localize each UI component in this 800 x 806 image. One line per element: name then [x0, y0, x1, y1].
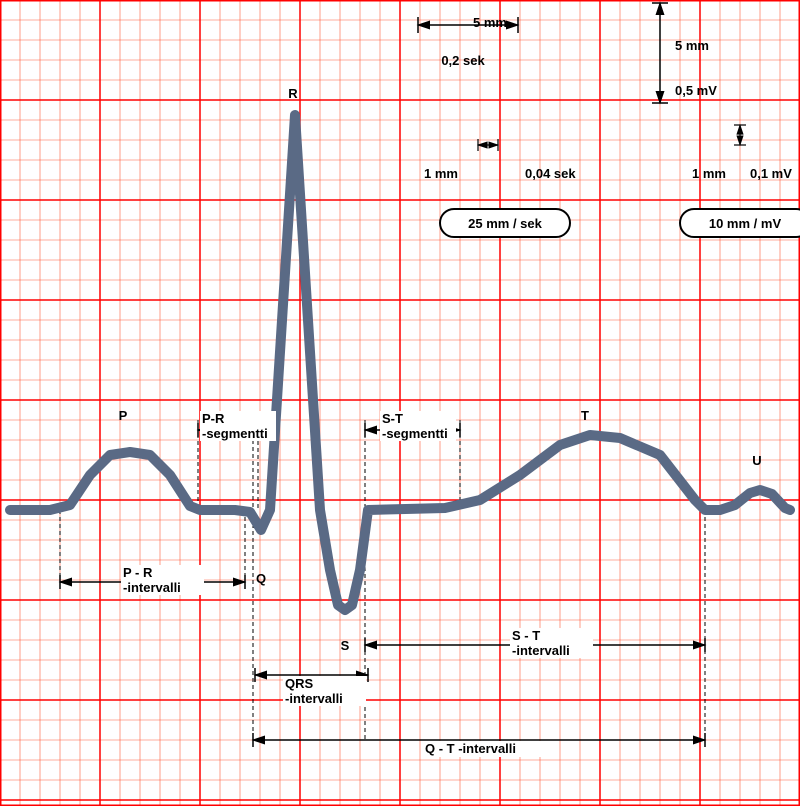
scale-annotations: 5 mm 0,2 sek 1 mm 0,04 sek 5 mm 0,5 mV 1 mm 0,1…: [418, 3, 792, 181]
scale-v-5mm: 5 mm: [675, 38, 709, 53]
svg-text:S - T: S - T: [512, 628, 540, 643]
scale-v-volt: 0,5 mV: [675, 83, 717, 98]
wave-label-r: R: [288, 86, 298, 101]
wave-label-t: T: [581, 408, 589, 423]
wave-label-s: S: [341, 638, 350, 653]
svg-text:-segmentti: -segmentti: [382, 426, 448, 441]
scale-v-1mm: 1 mm: [692, 166, 726, 181]
wave-label-p: P: [119, 408, 128, 423]
svg-text:P-R: P-R: [202, 411, 225, 426]
svg-text:25 mm / sek: 25 mm / sek: [468, 216, 542, 231]
interval-st_seg: S-T-segmentti: [365, 411, 460, 441]
svg-text:10 mm / mV: 10 mm / mV: [709, 216, 782, 231]
svg-text:P - R: P - R: [123, 565, 153, 580]
scale-h-smalltime: 0,04 sek: [525, 166, 576, 181]
scale-h-time: 0,2 sek: [441, 53, 485, 68]
scale-h-5mm: 5 mm: [473, 15, 507, 30]
ecg-diagram: PRQSTU P-R-segmenttiS-T-segmenttiP - R-i…: [0, 0, 800, 806]
wave-label-q: Q: [256, 571, 266, 586]
svg-text:-segmentti: -segmentti: [202, 426, 268, 441]
scale-h-1mm: 1 mm: [424, 166, 458, 181]
svg-text:S-T: S-T: [382, 411, 403, 426]
interval-st_int: S - T-intervalli: [365, 628, 705, 658]
interval-pr_seg: P-R-segmentti: [198, 411, 276, 441]
badge-speed: 25 mm / sek: [440, 209, 570, 237]
svg-text:QRS: QRS: [285, 676, 314, 691]
scale-v-smallvolt: 0,1 mV: [750, 166, 792, 181]
svg-text:-intervalli: -intervalli: [285, 691, 343, 706]
svg-text:-intervalli: -intervalli: [123, 580, 181, 595]
wave-label-u: U: [752, 453, 761, 468]
interval-qt_int: Q - T -intervalli: [253, 733, 705, 757]
svg-text:-intervalli: -intervalli: [512, 643, 570, 658]
svg-text:Q - T -intervalli: Q - T -intervalli: [425, 741, 516, 756]
badge-gain: 10 mm / mV: [680, 209, 800, 237]
